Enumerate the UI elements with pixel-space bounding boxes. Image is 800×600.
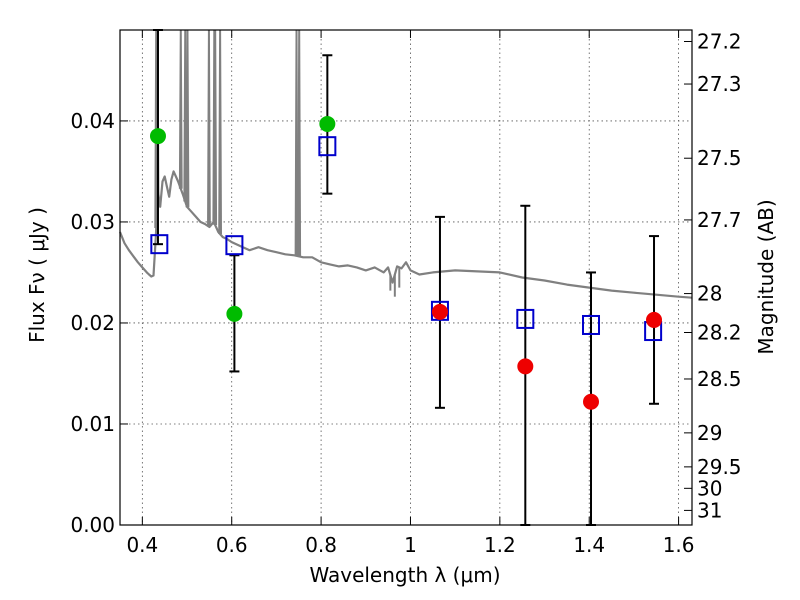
y-tick-label: 0.01: [70, 412, 115, 436]
x-tick-label: 0.8: [305, 533, 337, 557]
emission-line: [294, 29, 299, 256]
red-data-point: [517, 358, 534, 375]
emission-line: [218, 29, 222, 235]
x-tick-label: 0.6: [216, 533, 248, 557]
y2-tick-label: 29: [697, 421, 722, 445]
y-axis-title: Flux Fν ( μJy ): [25, 207, 49, 343]
red-data-point: [431, 303, 448, 320]
red-data-point: [646, 311, 663, 328]
model-photometry-square: [318, 136, 337, 157]
model-photometry-square: [516, 308, 535, 329]
emission-line: [185, 29, 190, 208]
y2-tick-label: 28.5: [697, 367, 742, 391]
plot-frame: [119, 29, 693, 526]
y-tick-label: 0.00: [70, 513, 115, 537]
y2-tick-label: 29.5: [697, 455, 742, 479]
y2-tick-label: 27.7: [697, 208, 742, 232]
x-tick-label: 1.4: [573, 533, 605, 557]
y2-tick-label: 28.2: [697, 321, 742, 345]
y2-tick-label: 28: [697, 282, 722, 306]
axis-ticks: [120, 30, 692, 526]
x-tick-label: 0.4: [126, 533, 158, 557]
green-data-point: [149, 128, 166, 145]
y2-axis-title: Magnitude (AB): [754, 199, 778, 354]
green-data-point: [226, 305, 243, 322]
tick-labels: 0.4 0.6 0.8 1 1.2 1.4 1.6 0.00 0.01 0.02 0.03 0.04 2…: [70, 29, 741, 557]
y-tick-label: 0.04: [70, 109, 115, 133]
model-photometry-square: [150, 234, 169, 255]
red-data-point: [583, 393, 600, 410]
model-photometry-square: [582, 314, 601, 335]
emission-line: [178, 29, 183, 189]
emission-line: [207, 29, 211, 227]
y2-tick-label: 30: [697, 476, 722, 500]
y2-tick-label: 27.3: [697, 72, 742, 96]
x-tick-label: 1: [404, 533, 417, 557]
emission-line: [297, 29, 302, 257]
y-tick-label: 0.02: [70, 311, 115, 335]
x-tick-label: 1.2: [484, 533, 516, 557]
green-data-point: [319, 115, 336, 132]
y2-tick-label: 31: [697, 498, 722, 522]
model-photometry-square: [225, 235, 244, 256]
emission-line: [213, 29, 218, 225]
x-axis-title: Wavelength λ (μm): [309, 563, 500, 587]
y2-tick-label: 27.2: [697, 29, 742, 53]
x-tick-label: 1.6: [663, 533, 695, 557]
y-tick-label: 0.03: [70, 210, 115, 234]
y2-tick-label: 27.5: [697, 146, 742, 170]
